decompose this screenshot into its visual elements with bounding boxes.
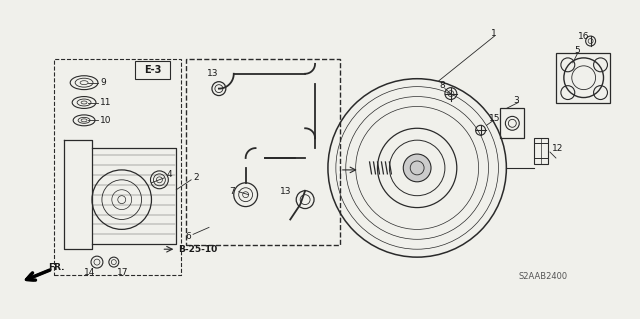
Bar — [500, 108, 524, 138]
Text: 11: 11 — [100, 98, 111, 107]
Text: 12: 12 — [552, 144, 563, 152]
Text: 8: 8 — [439, 81, 445, 90]
Text: 17: 17 — [116, 268, 128, 277]
Text: 4: 4 — [166, 170, 172, 179]
Bar — [54, 59, 181, 275]
Text: 16: 16 — [578, 32, 589, 41]
Text: B-25-10: B-25-10 — [179, 245, 218, 254]
Text: 5: 5 — [575, 47, 580, 56]
Text: 13: 13 — [280, 187, 292, 196]
Text: 3: 3 — [513, 96, 519, 105]
Text: S2AAB2400: S2AAB2400 — [518, 272, 568, 281]
Text: 13: 13 — [207, 69, 218, 78]
Text: 2: 2 — [193, 173, 199, 182]
Text: FR.: FR. — [49, 263, 65, 271]
Text: 15: 15 — [488, 114, 500, 123]
Bar — [186, 59, 340, 245]
Circle shape — [403, 154, 431, 182]
Circle shape — [118, 196, 125, 204]
Bar — [534, 138, 548, 164]
Text: 1: 1 — [490, 29, 496, 38]
Text: 7: 7 — [229, 187, 234, 196]
Text: 6: 6 — [185, 232, 191, 241]
Text: 9: 9 — [100, 78, 106, 87]
Bar — [134, 61, 170, 79]
Text: 10: 10 — [100, 116, 111, 125]
Text: E-3: E-3 — [144, 65, 161, 75]
Text: 14: 14 — [84, 268, 95, 277]
Bar — [556, 53, 611, 102]
